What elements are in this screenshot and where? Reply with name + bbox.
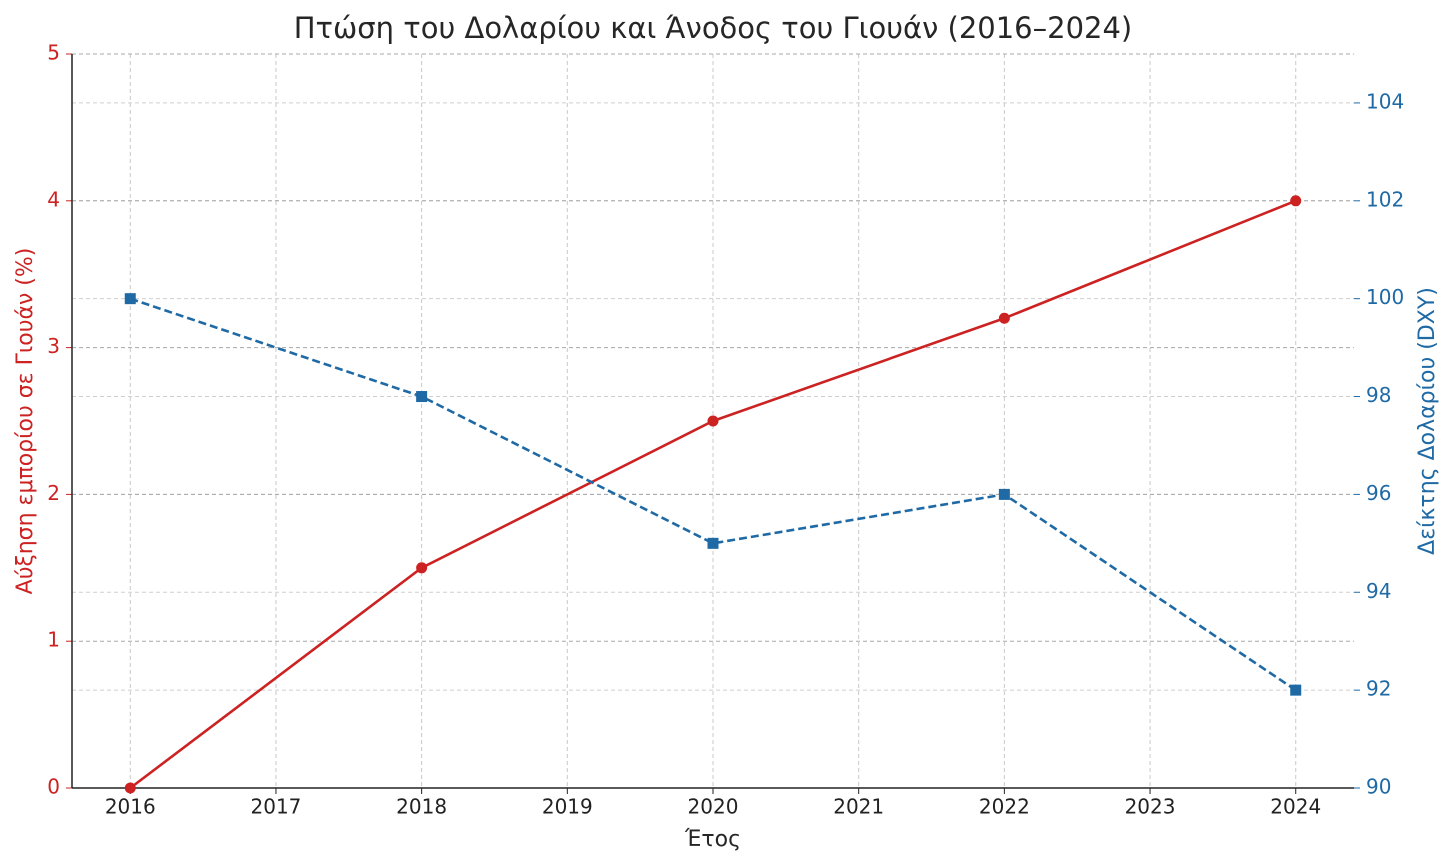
y2-axis-label: Δείκτης Δολαρίου (DXY) — [1415, 287, 1440, 555]
marker — [1290, 684, 1302, 696]
x-tick-label: 2024 — [1270, 795, 1321, 819]
y2-tick-label: 94 — [1366, 579, 1391, 603]
marker — [707, 415, 719, 427]
marker — [124, 782, 136, 794]
x-tick-label: 2018 — [396, 795, 447, 819]
line — [129, 297, 1297, 692]
y2-tick-label: 92 — [1366, 677, 1391, 701]
x-tick-label: 2017 — [251, 795, 302, 819]
x-tick-label: 2023 — [1125, 795, 1176, 819]
x-tick-label: 2020 — [688, 795, 739, 819]
chart-title: Πτώση του Δολαρίου και Άνοδος του Γιουάν… — [294, 11, 1133, 45]
y-axis-label: Αύξηση εμπορίου σε Γιουάν (%) — [13, 248, 38, 595]
x-axis-label: Έτος — [684, 827, 741, 852]
y-tick-label: 4 — [47, 187, 60, 211]
x-tick-label: 2021 — [833, 795, 884, 819]
marker — [707, 537, 719, 549]
x-tick-label: 2019 — [542, 795, 593, 819]
y-tick-label: 1 — [47, 628, 60, 652]
marker — [124, 293, 136, 305]
y2-tick-label: 90 — [1366, 775, 1391, 799]
y2-tick-label: 102 — [1366, 187, 1404, 211]
marker — [416, 391, 428, 403]
marker — [998, 312, 1010, 324]
y2-tick-label: 100 — [1366, 285, 1404, 309]
x-tick-label: 2022 — [979, 795, 1030, 819]
y2-tick-label: 98 — [1366, 383, 1391, 407]
y2-tick-label: 104 — [1366, 89, 1404, 113]
y-tick-label: 3 — [47, 334, 60, 358]
marker — [1290, 195, 1302, 207]
marker — [416, 562, 428, 574]
marker — [998, 488, 1010, 500]
x-tick-label: 2016 — [105, 795, 156, 819]
y-tick-label: 5 — [47, 41, 60, 65]
y-tick-label: 0 — [47, 775, 60, 799]
y2-tick-label: 96 — [1366, 481, 1391, 505]
y-tick-label: 2 — [47, 481, 60, 505]
